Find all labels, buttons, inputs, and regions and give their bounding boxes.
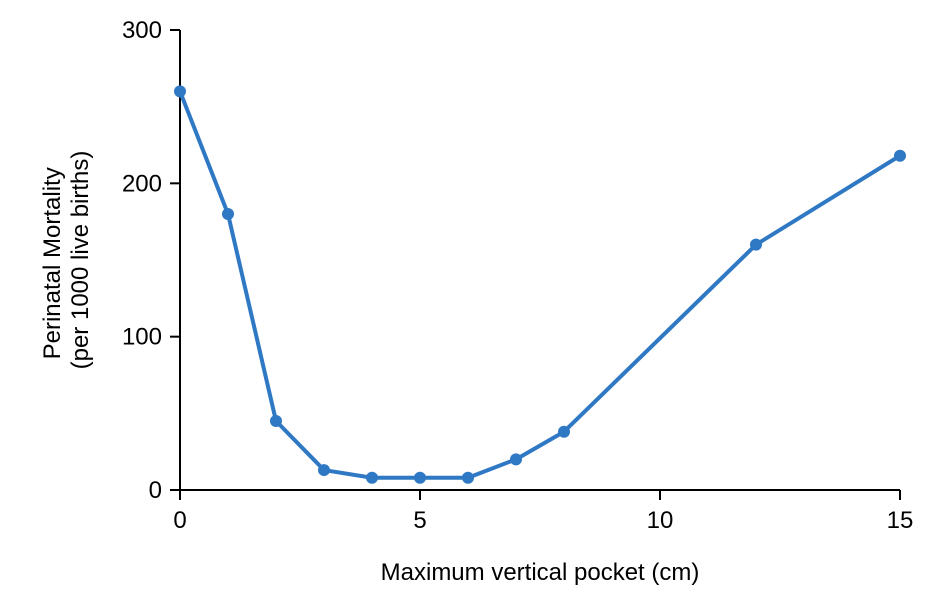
- data-point: [894, 150, 906, 162]
- mortality-chart: 0 5 10 15 0 100 200 300 Perinatal Mortality (p…: [0, 0, 930, 604]
- data-point: [510, 453, 522, 465]
- data-point: [750, 239, 762, 251]
- axes: [180, 30, 900, 490]
- y-axis-label-line1: Perinatal Mortality: [39, 167, 66, 359]
- data-point: [462, 472, 474, 484]
- data-point: [174, 85, 186, 97]
- y-axis-label: Perinatal Mortality (per 1000 live birth…: [39, 151, 94, 370]
- x-tick-label: 5: [413, 507, 426, 534]
- chart-svg: 0 5 10 15 0 100 200 300 Perinatal Mortality (p…: [0, 0, 930, 604]
- y-tick-label: 300: [122, 17, 162, 44]
- data-point: [270, 415, 282, 427]
- y-tick-label: 100: [122, 324, 162, 351]
- data-point: [414, 472, 426, 484]
- y-tick-label: 0: [149, 477, 162, 504]
- y-ticks: 0 100 200 300: [122, 17, 180, 504]
- series: [174, 85, 906, 483]
- x-tick-label: 10: [647, 507, 674, 534]
- data-point: [222, 208, 234, 220]
- x-tick-label: 15: [887, 507, 914, 534]
- series-line: [180, 91, 900, 477]
- y-tick-label: 200: [122, 170, 162, 197]
- data-point: [366, 472, 378, 484]
- x-axis-label: Maximum vertical pocket (cm): [381, 559, 700, 586]
- data-point: [558, 426, 570, 438]
- x-tick-label: 0: [173, 507, 186, 534]
- y-axis-label-line2: (per 1000 live births): [67, 151, 94, 370]
- data-point: [318, 464, 330, 476]
- x-ticks: 0 5 10 15: [173, 490, 913, 534]
